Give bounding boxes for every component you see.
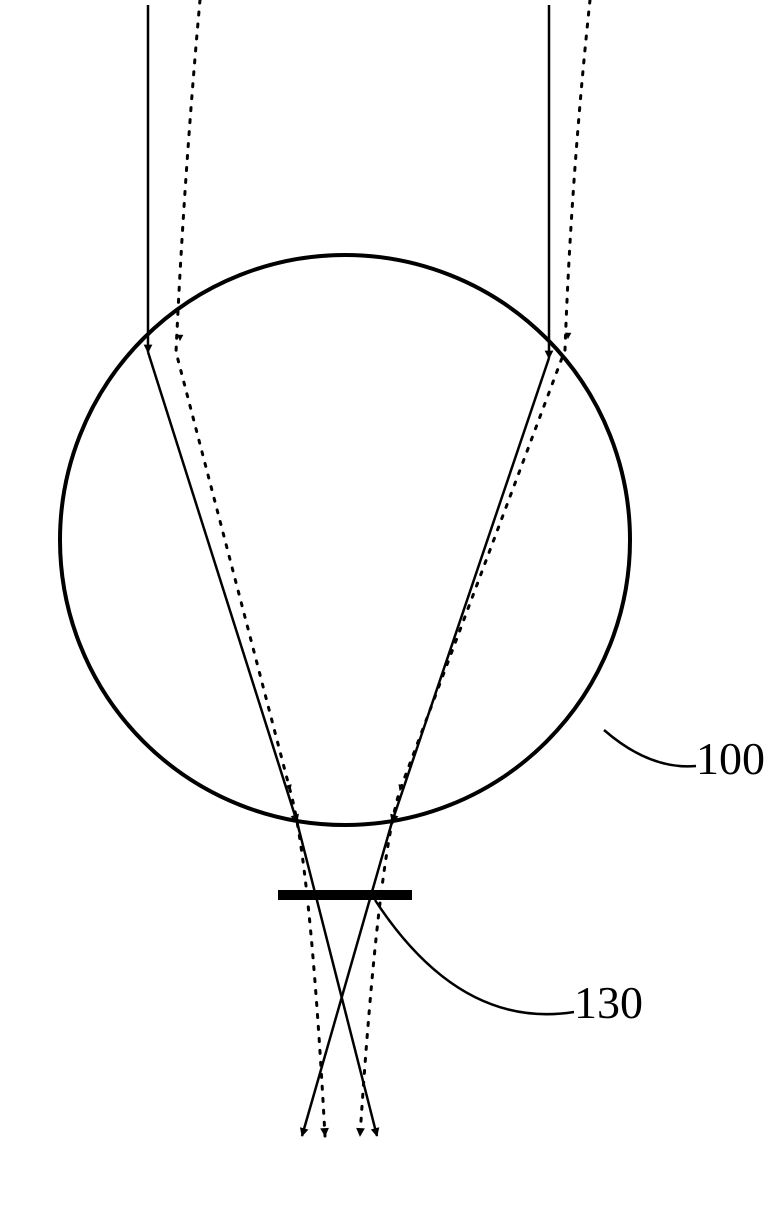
lens-label: 100 — [696, 732, 765, 785]
aperture-label: 130 — [574, 976, 643, 1029]
dotted-ray-left — [176, 0, 325, 1136]
solid-ray-left-exit — [297, 822, 377, 1136]
lens-leader — [604, 730, 696, 766]
solid-ray-right-in-lens — [392, 358, 549, 822]
aperture-leader — [375, 900, 574, 1014]
optics-diagram-svg — [0, 0, 778, 1210]
figure-canvas: 100 130 — [0, 0, 778, 1210]
lens-circle — [60, 255, 630, 825]
solid-ray-left-in-lens — [148, 352, 297, 822]
dotted-ray-right — [360, 0, 590, 1136]
